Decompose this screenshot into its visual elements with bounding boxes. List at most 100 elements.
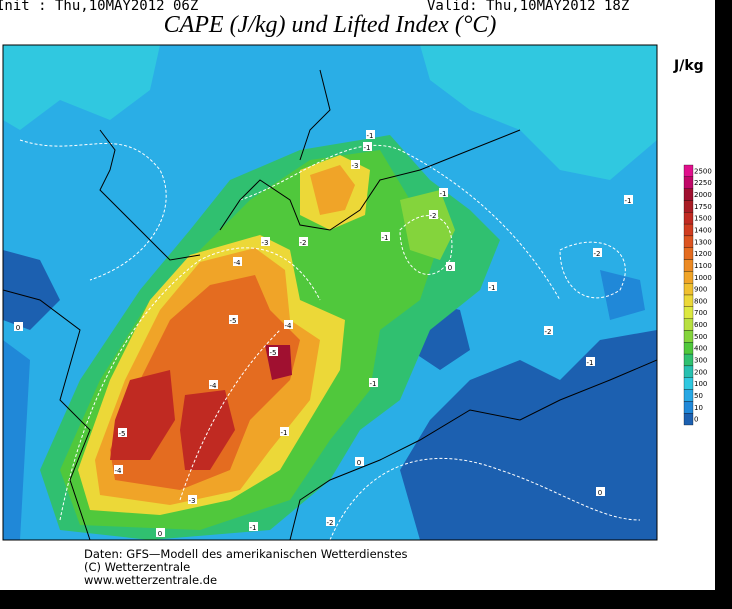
legend-swatch	[683, 318, 694, 331]
contour-label: 0	[357, 459, 361, 467]
legend-unit: J/kg	[674, 58, 704, 74]
legend-swatch	[683, 353, 694, 367]
contour-label: -3	[189, 497, 196, 505]
legend-label: 800	[694, 297, 707, 305]
contour-label: -1	[440, 190, 447, 198]
legend-label: 600	[694, 321, 707, 329]
legend-label: 50	[694, 392, 703, 400]
legend-label: 1400	[694, 227, 712, 235]
contour-label: -1	[250, 524, 257, 532]
legend-label: 200	[694, 368, 707, 376]
contour-label-box	[488, 282, 497, 291]
legend-label: 400	[694, 345, 707, 353]
contour-label: -4	[210, 382, 218, 390]
contour-label: 0	[598, 489, 602, 497]
legend-swatch	[683, 365, 694, 378]
legend-swatch	[683, 164, 694, 177]
contour-label: -2	[594, 250, 601, 258]
contour-label-box	[249, 522, 258, 531]
contour-label: -3	[262, 239, 269, 247]
contour-label: -1	[281, 429, 288, 437]
contour-label-box	[439, 188, 448, 197]
legend-swatch	[683, 176, 694, 189]
contour-label-box	[188, 495, 197, 504]
contour-label: -3	[352, 162, 359, 170]
legend-swatch	[683, 259, 694, 272]
contour-label: -5	[119, 430, 126, 438]
contour-label: -1	[489, 284, 496, 292]
contour-label: -1	[370, 380, 377, 388]
contour-label: -2	[430, 212, 437, 220]
contour-label-box	[624, 195, 633, 204]
contour-label-box	[593, 248, 602, 257]
contour-label-box	[355, 457, 364, 466]
legend-label: 1100	[694, 262, 712, 270]
legend-swatch	[683, 389, 694, 402]
legend-label: 1000	[694, 274, 712, 282]
contour-label: 0	[16, 324, 20, 332]
contour-label-box	[118, 428, 127, 437]
legend-label: 500	[694, 333, 707, 341]
footer-line: (C) Wetterzentrale	[84, 560, 191, 574]
contour-label: -2	[545, 328, 552, 336]
contour-label-box	[299, 237, 308, 246]
contour-label-box	[284, 320, 293, 329]
footer: Daten: GFS—Modell des amerikanischen Wet…	[84, 548, 408, 587]
legend-label: 2000	[694, 191, 712, 199]
legend-swatch	[683, 247, 694, 260]
contour-label-box	[381, 232, 390, 241]
legend-label: 900	[694, 286, 707, 294]
contour-label: 0	[448, 264, 452, 272]
contour-label-box	[233, 257, 242, 266]
legend-swatch	[683, 188, 694, 201]
legend-swatch	[683, 413, 694, 426]
legend-swatch	[683, 212, 694, 225]
contour-label: -1	[587, 359, 594, 367]
legend-swatch	[683, 235, 694, 248]
legend-label: 1500	[694, 215, 712, 223]
contour-label: -1	[367, 132, 374, 140]
map-title: CAPE (J/kg) und Lifted Index (°C)	[163, 12, 497, 38]
footer-line: www.wetterzentrale.de	[84, 573, 218, 587]
legend-swatch	[683, 401, 694, 414]
contour-label: -5	[270, 349, 277, 357]
contour-label-box	[229, 315, 238, 324]
legend-swatch	[683, 283, 694, 296]
contour-label-box	[14, 322, 23, 331]
contour-label-box	[269, 347, 278, 356]
legend-swatch	[683, 330, 694, 343]
legend-swatch	[683, 223, 694, 237]
contour-label-box	[280, 427, 289, 436]
valid-time: Valid: Thu,10MAY2012 18Z	[427, 0, 630, 14]
contour-label: -1	[364, 144, 371, 152]
footer-line: Daten: GFS—Modell des amerikanischen Wet…	[84, 547, 408, 561]
init-time: Init : Thu,10MAY2012 06Z	[0, 0, 199, 14]
contour-label-box	[156, 528, 165, 537]
legend-swatch	[683, 271, 694, 284]
contour-label-box	[209, 380, 218, 389]
contour-label: -2	[327, 519, 334, 527]
legend-swatch	[683, 377, 694, 390]
legend-label: 2500	[694, 167, 712, 175]
legend-label: 10	[694, 404, 703, 412]
contour-label: -4	[285, 322, 293, 330]
contour-label-box	[369, 378, 378, 387]
contour-label: -1	[625, 197, 632, 205]
contour-label: -4	[234, 259, 242, 267]
contour-label-box	[326, 517, 335, 526]
legend-label: 1200	[694, 250, 712, 258]
contour-label-box	[544, 326, 553, 335]
legend-label: 0	[694, 416, 698, 424]
legend-label: 300	[694, 357, 707, 365]
contour-label-box	[366, 130, 375, 139]
contour-label-box	[363, 142, 372, 151]
contour-label: 0	[158, 530, 162, 538]
contour-label-box	[586, 357, 595, 366]
contour-label: -1	[382, 234, 389, 242]
contour-label-box	[446, 262, 455, 271]
legend-label: 1750	[694, 203, 712, 211]
contour-label-box	[261, 237, 270, 246]
legend-swatch	[683, 306, 694, 319]
